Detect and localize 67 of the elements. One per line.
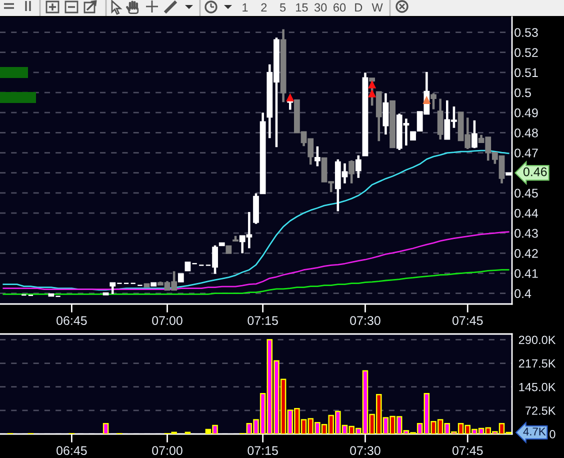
y-tick-label: 0.44 — [514, 208, 538, 218]
text: 4.7K — [523, 428, 546, 436]
y-tick-label: 0.49 — [514, 108, 538, 118]
text: D — [355, 3, 362, 12]
x-tick-label: 06:45 — [56, 446, 87, 455]
x-tick-label: 07:15 — [248, 446, 278, 455]
y-tick-label: 0.45 — [514, 188, 538, 198]
x-tick-label: 07:15 — [248, 316, 278, 325]
line-series — [2, 231, 510, 290]
bar — [102, 422, 109, 434]
y-tick-label: 290.0K — [518, 336, 556, 344]
candlestick — [150, 282, 157, 287]
candlestick — [472, 120, 478, 148]
candlestick — [280, 29, 286, 102]
x-tick-label: 07:45 — [452, 446, 483, 455]
candlestick — [382, 93, 389, 135]
y-tick-label: 0.48 — [514, 128, 538, 138]
x-tick-label: 07:00 — [152, 316, 182, 325]
candlestick — [260, 112, 266, 194]
text: 5 — [280, 3, 286, 12]
candlestick — [390, 100, 396, 148]
text: 1 — [242, 3, 248, 12]
candlestick — [226, 245, 232, 254]
candlestick — [410, 131, 416, 141]
y-tick-label: 0.43 — [514, 228, 538, 238]
y-tick-label: 0.41 — [514, 269, 538, 278]
x-tick-label: 06:45 — [56, 316, 87, 325]
candlestick — [430, 93, 436, 110]
point — [368, 89, 376, 98]
y-tick-label: 0.4 — [514, 289, 532, 298]
x-tick-label: 07:00 — [152, 446, 182, 455]
candlestick — [102, 292, 109, 296]
text: W — [372, 3, 383, 12]
y-tick-label: 217.5K — [518, 359, 556, 368]
y-tick-label: 0.5 — [514, 88, 531, 98]
candlestick — [218, 242, 225, 246]
text: 2 — [261, 3, 267, 12]
candlestick — [355, 155, 362, 178]
y-tick-label: 72.5K — [526, 406, 556, 415]
x-tick-label: 07:45 — [452, 316, 483, 325]
candlestick — [362, 72, 368, 156]
x-tick-label: 07:30 — [350, 316, 380, 325]
candlestick — [348, 160, 355, 184]
line-series — [2, 269, 510, 295]
text: 0.46 — [523, 167, 547, 176]
candlestick — [253, 193, 259, 224]
point — [368, 80, 376, 88]
y-tick-label: 0.42 — [514, 248, 538, 258]
candlestick — [314, 146, 320, 166]
candlestick — [144, 283, 150, 288]
y-tick-label: 0.47 — [514, 148, 538, 158]
line-series — [2, 150, 510, 291]
text: 15 — [296, 3, 308, 12]
text: 30 — [314, 3, 327, 12]
y-tick-label: 0.51 — [514, 68, 538, 78]
candlestick — [376, 91, 382, 142]
candlestick — [178, 273, 184, 282]
candlestick — [232, 236, 238, 242]
y-tick-label: 0 — [550, 430, 556, 438]
x-tick-label: 07:30 — [350, 446, 380, 455]
y-tick-label: 0.53 — [514, 28, 538, 37]
y-tick-label: 145.0K — [519, 382, 556, 392]
text: 60 — [334, 3, 346, 12]
point — [422, 96, 431, 104]
y-tick-label: 0.52 — [514, 48, 538, 57]
point — [286, 93, 294, 102]
candlestick — [437, 98, 444, 140]
